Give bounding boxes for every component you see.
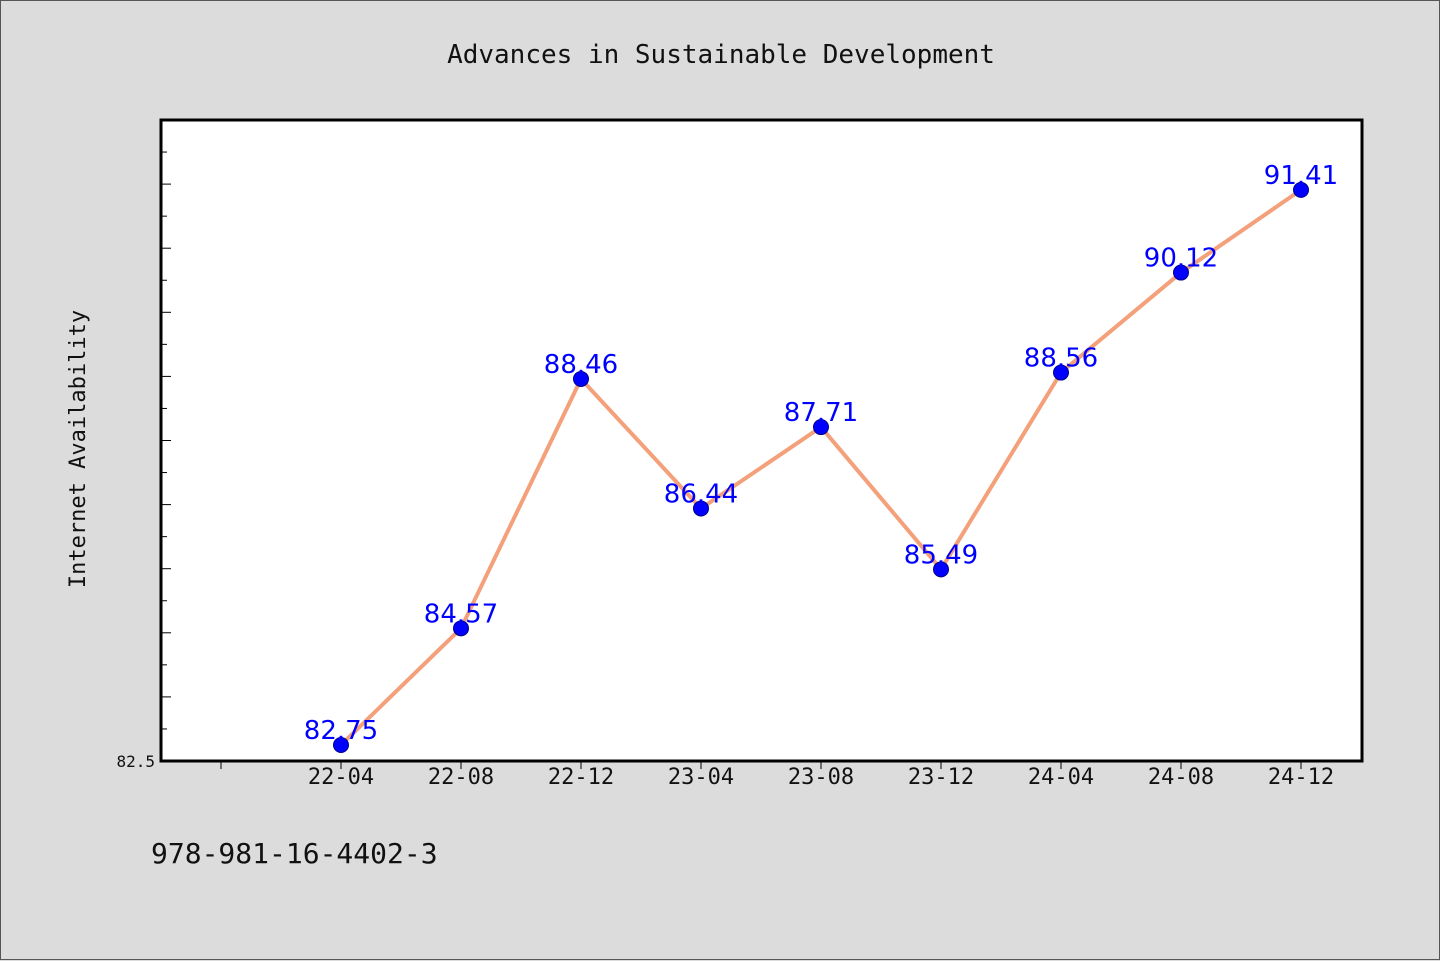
- plot-frame: [159, 118, 1364, 763]
- data-point: [453, 620, 469, 637]
- data-label: 85.49: [904, 540, 978, 570]
- data-label: 91.41: [1264, 161, 1338, 191]
- isbn-footnote: 978-981-16-4402-3: [151, 837, 438, 870]
- x-tick-label: 22-04: [308, 765, 374, 790]
- data-point: [693, 500, 709, 517]
- data-point: [813, 419, 829, 436]
- data-label: 87.71: [784, 398, 858, 428]
- data-labels: 82.75 84.57 88.46 86.44 87.71 85.49 88.56 90.12…: [304, 161, 1338, 746]
- y-tick-label: 82.5: [116, 752, 155, 771]
- data-label: 88.56: [1024, 344, 1098, 374]
- x-tick-label: 23-08: [788, 765, 854, 790]
- plot-area: [161, 120, 1362, 761]
- data-point: [573, 370, 589, 387]
- x-tick-label: 24-12: [1268, 765, 1334, 790]
- x-tick-labels: 22-04 22-08 22-12 23-04 23-08 23-12 24-04 24-08…: [308, 765, 1334, 790]
- data-point: [1293, 181, 1309, 198]
- data-point: [333, 736, 349, 753]
- data-label: 88.46: [544, 350, 618, 380]
- x-tick-label: 22-12: [548, 765, 614, 790]
- x-tick-label: 23-12: [908, 765, 974, 790]
- x-tick-label: 22-08: [428, 765, 494, 790]
- data-label: 84.57: [424, 599, 498, 629]
- x-tick-label: 23-04: [668, 765, 734, 790]
- data-label: 82.75: [304, 716, 378, 746]
- data-label: 86.44: [664, 479, 738, 509]
- series-markers: [333, 181, 1309, 753]
- data-point: [1053, 364, 1069, 381]
- data-point: [1173, 264, 1189, 281]
- x-tick-label: 24-08: [1148, 765, 1214, 790]
- y-axis-label: Internet Availability: [66, 310, 91, 588]
- chart-title: Advances in Sustainable Development: [447, 40, 995, 70]
- data-point: [933, 561, 949, 578]
- x-tick-label: 24-04: [1028, 765, 1094, 790]
- data-label: 90.12: [1144, 244, 1218, 274]
- y-tick-labels: 82.5: [116, 752, 155, 771]
